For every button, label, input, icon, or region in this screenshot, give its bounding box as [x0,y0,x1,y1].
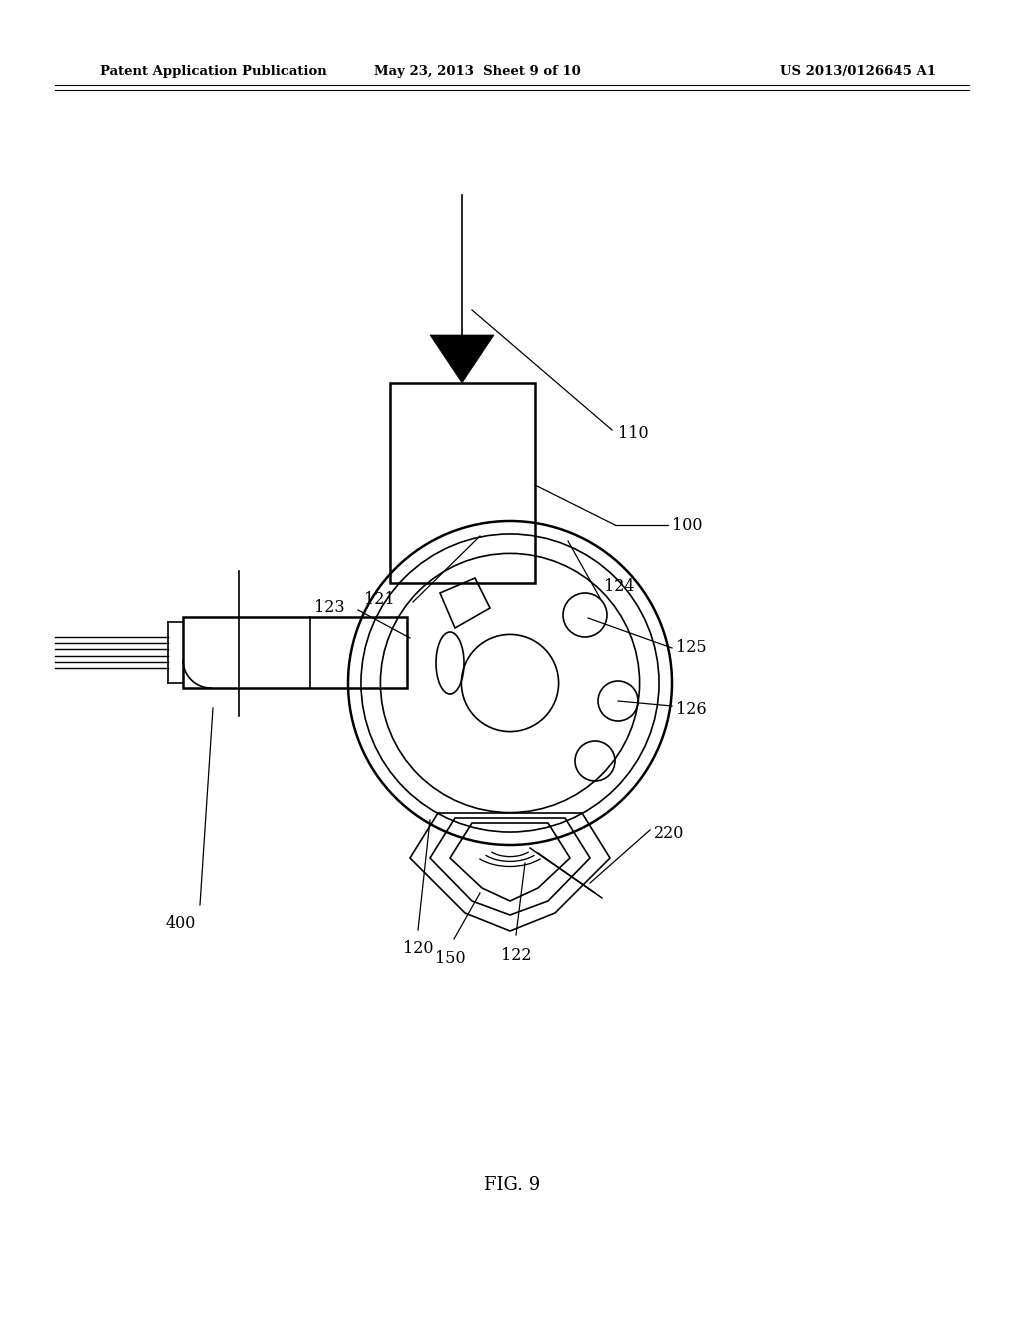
Text: 100: 100 [672,516,702,533]
Text: 125: 125 [676,639,707,656]
Text: 122: 122 [501,946,531,964]
Text: 121: 121 [365,591,395,609]
Text: 110: 110 [618,425,648,441]
Text: Patent Application Publication: Patent Application Publication [100,66,327,78]
Text: 123: 123 [314,598,345,615]
Text: 126: 126 [676,701,707,718]
Text: 124: 124 [604,578,635,595]
Text: May 23, 2013  Sheet 9 of 10: May 23, 2013 Sheet 9 of 10 [374,66,581,78]
Polygon shape [430,335,494,383]
Text: US 2013/0126645 A1: US 2013/0126645 A1 [780,66,936,78]
Text: 120: 120 [402,940,433,957]
Text: FIG. 9: FIG. 9 [484,1176,540,1195]
Text: 400: 400 [166,915,196,932]
Text: 150: 150 [434,950,465,968]
Text: 220: 220 [654,825,684,842]
